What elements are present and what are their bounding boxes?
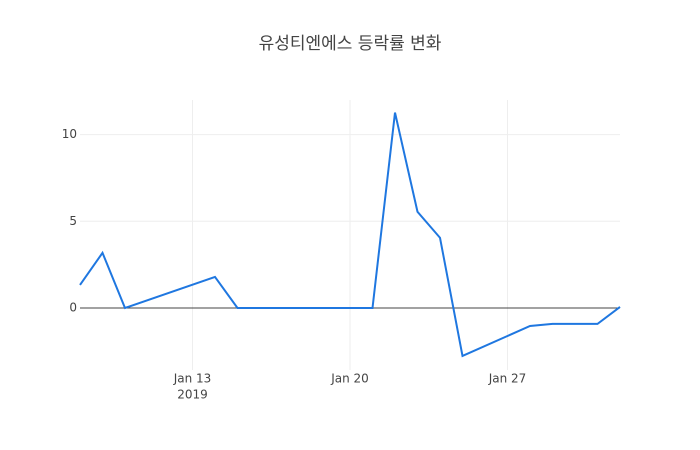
x-tick-label: Jan 27 [488,372,527,386]
x-tick-label: Jan 13 [173,372,212,386]
line [79,112,621,358]
y-tick-label: 0 [69,300,77,314]
x-year-label: 2019 [177,388,208,402]
x-tick-label: Jan 20 [330,372,369,386]
chart-title: 유성티엔에스 등락률 변화 [259,34,442,54]
y-tick-label: 10 [62,127,77,141]
y-tick-label: 5 [69,214,77,228]
